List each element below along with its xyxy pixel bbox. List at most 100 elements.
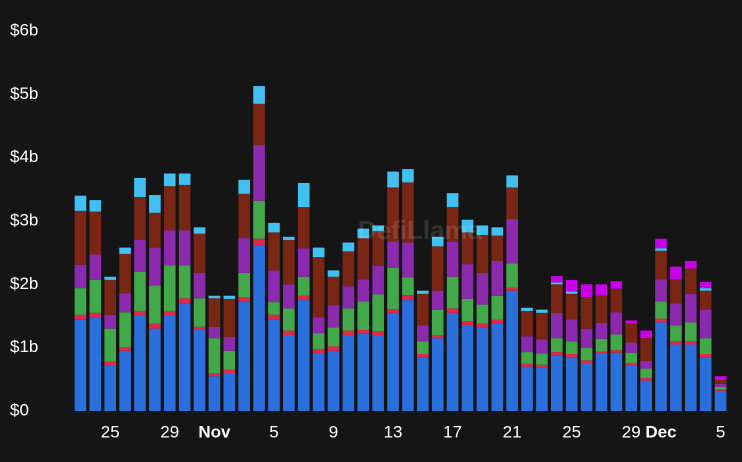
- bar-segment: [89, 211, 102, 255]
- bar-segment: [268, 302, 280, 315]
- bar-segment: [417, 293, 429, 326]
- bar-segment: [89, 279, 102, 313]
- bar-segment: [74, 319, 87, 411]
- bar-segment: [565, 341, 578, 354]
- bar-segment: [283, 335, 295, 411]
- bar-segment: [312, 257, 325, 318]
- bar-segment: [476, 304, 489, 324]
- bar-segment: [268, 222, 280, 233]
- bar-segment: [625, 365, 638, 411]
- bar-segment: [297, 276, 310, 296]
- bar-segment: [223, 373, 236, 411]
- bar-segment: [238, 179, 250, 194]
- bar-segment: [476, 323, 489, 328]
- bar-segment: [684, 322, 697, 342]
- bar-segment: [461, 298, 474, 322]
- bar-segment: [178, 265, 191, 299]
- bar-segment: [595, 354, 608, 411]
- bar-segment: [253, 86, 265, 104]
- bar-segment: [297, 295, 310, 301]
- bar-segment: [193, 233, 206, 273]
- bar-segment: [104, 314, 117, 329]
- bar-segment: [268, 270, 280, 303]
- bar-segment: [521, 307, 533, 311]
- bar-segment: [610, 334, 623, 351]
- bar-segment: [253, 103, 265, 145]
- bar-segment: [402, 182, 414, 243]
- bar-segment: [506, 287, 518, 291]
- bar-segment: [595, 338, 608, 352]
- bar-segment: [640, 330, 652, 339]
- bar-segment: [208, 326, 221, 339]
- bar-segment: [402, 300, 414, 411]
- bar-segment: [565, 357, 578, 411]
- bar-segment: [640, 378, 652, 381]
- bar-segment: [580, 360, 593, 364]
- bar-segment: [491, 319, 504, 324]
- bar-segment: [610, 352, 623, 411]
- bar-segment: [684, 260, 697, 269]
- bar-segment: [357, 228, 370, 239]
- bar-segment: [193, 329, 206, 411]
- bar-segment: [625, 352, 638, 363]
- bar-segment: [297, 300, 310, 411]
- bar-segment: [640, 380, 652, 411]
- bar-segment: [595, 322, 608, 339]
- bar-segment: [104, 276, 117, 280]
- bar-segment: [431, 290, 444, 310]
- bar-segment: [208, 376, 221, 411]
- bar-segment: [74, 288, 87, 315]
- bar-segment: [312, 317, 325, 334]
- bar-segment: [684, 341, 697, 345]
- bar-segment: [536, 367, 548, 411]
- bar-segment: [253, 238, 265, 246]
- x-tick-label: Nov: [198, 422, 231, 441]
- bar-segment: [104, 361, 117, 366]
- bar-segment: [312, 247, 325, 258]
- bar-segment: [491, 260, 504, 296]
- bar-segment: [699, 290, 712, 310]
- bar-segment: [699, 357, 712, 411]
- bar-segment: [104, 365, 117, 411]
- bar-segment: [74, 195, 87, 211]
- bar-segment: [536, 353, 548, 365]
- bar-segment: [417, 290, 429, 294]
- bar-segment: [655, 318, 667, 323]
- bar-segment: [119, 312, 131, 348]
- bar-segment: [312, 354, 325, 411]
- bar-segment: [536, 339, 548, 354]
- bar-segment: [446, 241, 459, 277]
- bar-segment: [476, 327, 489, 411]
- bar-segment: [387, 267, 399, 310]
- bar-segment: [119, 247, 131, 254]
- bar-segment: [312, 348, 325, 354]
- bar-segment: [655, 322, 667, 411]
- bar-segment: [283, 236, 295, 240]
- x-tick-label: 9: [329, 422, 338, 441]
- bar-segment: [625, 320, 638, 324]
- bar-segment: [178, 184, 191, 231]
- bar-segment: [193, 227, 206, 234]
- bar-segment: [149, 195, 161, 213]
- bar-segment: [163, 265, 176, 311]
- bar-segment: [357, 301, 370, 330]
- bar-segment: [327, 276, 340, 306]
- bar-segment: [89, 312, 102, 318]
- bar-segment: [134, 271, 146, 311]
- bar-segment: [417, 357, 429, 411]
- bar-segment: [565, 279, 578, 292]
- bar-segment: [312, 333, 325, 349]
- bar-segment: [446, 193, 459, 208]
- bar-segment: [372, 225, 384, 232]
- x-tick-label: 25: [101, 422, 120, 441]
- y-tick-label: $2b: [10, 274, 38, 293]
- bar-segment: [297, 207, 310, 249]
- x-tick-label: 25: [562, 422, 581, 441]
- x-tick-label: 29: [622, 422, 641, 441]
- bar-segment: [565, 291, 578, 294]
- bar-segment: [580, 328, 593, 348]
- bar-segment: [193, 326, 206, 330]
- bar-segment: [655, 248, 667, 251]
- y-tick-label: $3b: [10, 210, 38, 229]
